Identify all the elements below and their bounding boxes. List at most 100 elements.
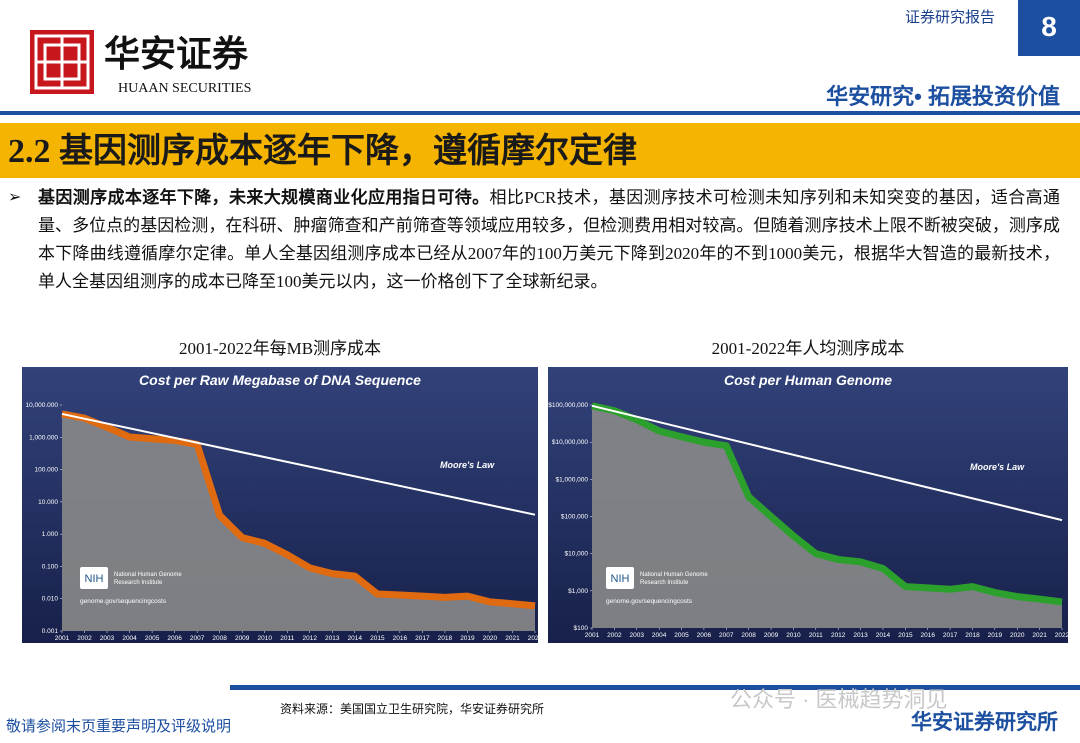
y-tick-label: $10,000 xyxy=(565,551,589,558)
x-tick-label: 2010 xyxy=(257,635,272,642)
chart-title: Cost per Human Genome xyxy=(724,372,892,388)
watermark: 公众号 · 医械趋势洞见 xyxy=(730,687,948,712)
x-tick-label: 2022 xyxy=(1055,632,1070,639)
institute-name: Research Institute xyxy=(114,580,163,586)
bullet-paragraph: 基因测序成本逐年下降，未来大规模商业化应用指日可待。相比PCR技术，基因测序技术… xyxy=(38,184,1060,296)
report-type: 证券研究报告 xyxy=(905,9,995,26)
x-tick-label: 2011 xyxy=(809,632,823,639)
y-tick-label: 0.010 xyxy=(42,596,59,603)
x-tick-label: 2003 xyxy=(630,632,645,639)
disclaimer: 敬请参阅末页重要声明及评级说明 xyxy=(6,717,231,735)
bullet-symbol: ➢ xyxy=(8,189,21,206)
y-tick-label: $100,000,000 xyxy=(548,402,588,409)
x-tick-label: 2001 xyxy=(585,632,600,639)
x-tick-label: 2003 xyxy=(100,635,115,642)
x-tick-label: 2009 xyxy=(764,632,779,639)
source: 资料来源：美国国立卫生研究院，华安证券研究所 xyxy=(280,701,544,716)
footer-org: 华安证券研究所 xyxy=(911,710,1058,734)
x-tick-label: 2015 xyxy=(898,632,913,639)
x-tick-label: 2020 xyxy=(1010,632,1025,639)
x-tick-label: 2001 xyxy=(55,635,70,642)
series-line xyxy=(61,410,536,610)
x-tick-label: 2012 xyxy=(303,635,318,642)
x-tick-label: 2010 xyxy=(786,632,801,639)
nih-badge xyxy=(80,567,108,589)
trend-line xyxy=(61,412,536,516)
y-tick-label: 1,000.000 xyxy=(29,434,58,441)
institute-name: National Human Genome xyxy=(640,572,708,578)
source-url: genome.gov/sequencingcosts xyxy=(606,598,693,605)
x-tick-label: 2016 xyxy=(920,632,935,639)
y-tick-label: $100 xyxy=(574,625,589,632)
page-number: 8 xyxy=(1041,11,1057,42)
bullet-lead: 基因测序成本逐年下降，未来大规模商业化应用指日可待。 xyxy=(38,188,490,207)
x-tick-label: 2022 xyxy=(528,635,543,642)
x-tick-label: 2005 xyxy=(674,632,689,639)
x-tick-label: 2015 xyxy=(370,635,385,642)
x-tick-label: 2013 xyxy=(853,632,868,639)
page-box xyxy=(1018,0,1080,56)
x-tick-label: 2007 xyxy=(190,635,205,642)
nih-logo: NIH xyxy=(611,573,630,585)
x-tick-label: 2009 xyxy=(235,635,250,642)
y-tick-label: 10.000 xyxy=(38,499,58,506)
x-tick-label: 2014 xyxy=(348,635,363,642)
bullet-body: 相比PCR技术，基因测序技术可检测未知序列和未知突变的基因，适合高通量、多位点的… xyxy=(38,188,1060,291)
x-tick-label: 2005 xyxy=(145,635,160,642)
x-tick-label: 2016 xyxy=(393,635,408,642)
trend-line xyxy=(591,404,1063,522)
institute-name: Research Institute xyxy=(640,580,689,586)
header-rule xyxy=(0,111,1080,115)
chart-caption: 2001-2022年每MB测序成本 xyxy=(179,339,381,358)
y-tick-label: 100.000 xyxy=(35,467,59,474)
area xyxy=(62,413,535,631)
area xyxy=(592,405,1062,628)
x-tick-label: 2008 xyxy=(212,635,227,642)
annotation: Moore's Law xyxy=(970,462,1025,472)
chart-title: Cost per Raw Megabase of DNA Sequence xyxy=(139,372,421,388)
y-tick-label: 1.000 xyxy=(42,531,59,538)
x-tick-label: 2019 xyxy=(460,635,475,642)
x-tick-label: 2011 xyxy=(280,635,294,642)
x-tick-label: 2006 xyxy=(167,635,182,642)
logo-en: HUAAN SECURITIES xyxy=(118,81,251,96)
y-tick-label: 10,000.000 xyxy=(25,402,58,409)
x-tick-label: 2019 xyxy=(988,632,1003,639)
source-url: genome.gov/sequencingcosts xyxy=(80,598,167,605)
x-tick-label: 2021 xyxy=(505,635,520,642)
slogan: 华安研究• 拓展投资价值 xyxy=(826,84,1060,109)
x-tick-label: 2002 xyxy=(607,632,622,639)
series-line xyxy=(591,402,1063,606)
logo xyxy=(30,30,94,94)
x-tick-label: 2006 xyxy=(697,632,712,639)
footer-rule xyxy=(230,685,1080,690)
chart-caption: 2001-2022年人均测序成本 xyxy=(712,339,905,358)
y-tick-label: 0.001 xyxy=(42,628,59,635)
y-tick-label: $100,000 xyxy=(561,514,588,521)
title-band xyxy=(0,123,1080,178)
y-tick-label: 0.100 xyxy=(42,563,59,570)
y-tick-label: $10,000,000 xyxy=(552,439,589,446)
x-tick-label: 2008 xyxy=(741,632,756,639)
x-tick-label: 2018 xyxy=(965,632,980,639)
x-tick-label: 2018 xyxy=(438,635,453,642)
x-tick-label: 2004 xyxy=(652,632,667,639)
x-tick-label: 2002 xyxy=(77,635,92,642)
x-tick-label: 2020 xyxy=(483,635,498,642)
nih-logo: NIH xyxy=(85,573,104,585)
y-tick-label: $1,000,000 xyxy=(555,476,588,483)
x-tick-label: 2021 xyxy=(1032,632,1047,639)
institute-name: National Human Genome xyxy=(114,572,182,578)
slide-title: 2.2 基因测序成本逐年下降，遵循摩尔定律 xyxy=(8,132,637,170)
x-tick-label: 2017 xyxy=(415,635,430,642)
x-tick-label: 2004 xyxy=(122,635,137,642)
y-tick-label: $1,000 xyxy=(568,588,588,595)
x-tick-label: 2012 xyxy=(831,632,846,639)
x-tick-label: 2007 xyxy=(719,632,734,639)
logo-cn: 华安证券 xyxy=(104,34,249,74)
annotation: Moore's Law xyxy=(440,460,495,470)
x-tick-label: 2014 xyxy=(876,632,891,639)
x-tick-label: 2017 xyxy=(943,632,958,639)
